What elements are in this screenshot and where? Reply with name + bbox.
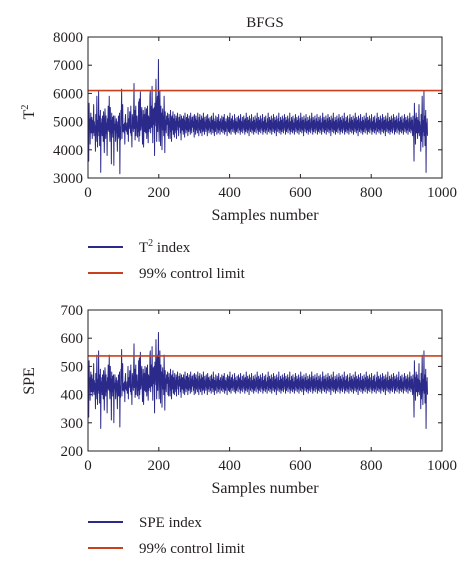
y-tick-label-spe: 200	[61, 444, 84, 460]
x-tick-label-spe: 200	[148, 458, 171, 474]
y-tick-label-spe: 500	[61, 359, 84, 375]
y-axis-title-spe: SPE	[21, 367, 38, 395]
x-tick-label-spe: 400	[218, 458, 241, 474]
legend-t2-main: T	[139, 240, 148, 256]
y-axis-title-sup: 2	[20, 105, 31, 110]
legend-t2: T2 index 99% control limit	[88, 238, 246, 282]
axes-box-t2	[87, 36, 443, 179]
legend-label-spe-limit: 99% control limit	[139, 541, 246, 557]
x-axis-title-spe: Samples number	[211, 480, 319, 497]
legend-label-t2-index: T2 index	[139, 238, 191, 256]
y-tick-label-spe: 600	[61, 331, 84, 347]
x-tick-label-t2: 800	[360, 185, 383, 201]
y-tick-label-t2: 4000	[53, 143, 83, 159]
chart-title: BFGS	[246, 15, 284, 31]
y-tick-label-t2: 3000	[53, 171, 83, 187]
y-tick-label-spe: 300	[61, 416, 84, 432]
y-tick-label-t2: 7000	[53, 58, 83, 74]
x-tick-label-t2: 0	[84, 185, 92, 201]
chart-t2: BFGS 0 200 400 600 800 1000 3000 4000 5000 6000 70…	[20, 15, 457, 282]
y-tick-label-t2: 8000	[53, 30, 83, 46]
y-tick-label-spe: 400	[61, 388, 84, 404]
legend-spe: SPE index 99% control limit	[88, 515, 246, 557]
y-tick-label-t2: 6000	[53, 86, 83, 102]
y-tick-label-t2: 5000	[53, 115, 83, 131]
x-axis-title-t2: Samples number	[211, 207, 319, 224]
x-tick-label-t2: 1000	[427, 185, 457, 201]
legend-label-t2-limit: 99% control limit	[139, 266, 246, 282]
x-tick-label-spe: 600	[289, 458, 312, 474]
series-line-spe-index	[87, 332, 428, 429]
y-tick-label-spe: 700	[61, 303, 84, 319]
x-tick-label-spe: 1000	[427, 458, 457, 474]
series-line-t2-index	[87, 59, 428, 175]
x-tick-label-t2: 200	[148, 185, 171, 201]
x-tick-label-spe: 800	[360, 458, 383, 474]
x-tick-label-spe: 0	[84, 458, 92, 474]
legend-label-spe-index: SPE index	[139, 515, 202, 531]
legend-t2-sup: 2	[148, 238, 153, 249]
axes-box-spe	[87, 309, 443, 452]
x-tick-label-t2: 400	[218, 185, 241, 201]
y-axis-title-t2: T2	[20, 105, 38, 120]
legend-t2-rest: index	[153, 240, 191, 256]
x-tick-label-t2: 600	[289, 185, 312, 201]
y-axis-title-main: T	[21, 109, 38, 119]
